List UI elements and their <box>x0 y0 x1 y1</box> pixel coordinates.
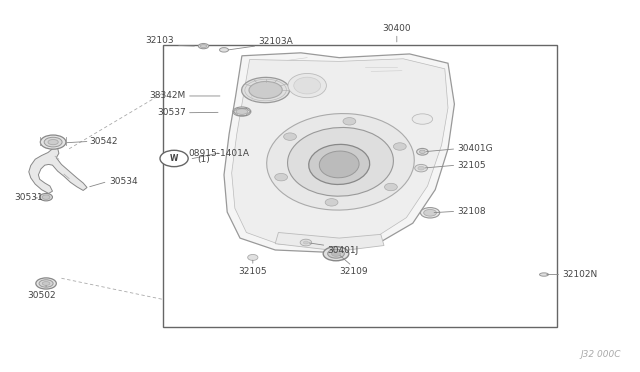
Circle shape <box>418 166 424 170</box>
Text: J32 000C: J32 000C <box>580 350 621 359</box>
Ellipse shape <box>319 151 359 178</box>
Ellipse shape <box>294 77 321 94</box>
Text: 32109: 32109 <box>339 267 367 276</box>
Ellipse shape <box>48 140 58 145</box>
Ellipse shape <box>420 150 426 153</box>
Circle shape <box>343 118 356 125</box>
Text: 30401G: 30401G <box>458 144 493 153</box>
Ellipse shape <box>267 113 414 210</box>
Polygon shape <box>232 59 448 246</box>
Text: 32105: 32105 <box>458 161 486 170</box>
Ellipse shape <box>236 109 248 115</box>
Circle shape <box>284 133 296 140</box>
Text: 30542: 30542 <box>90 137 118 146</box>
Polygon shape <box>29 148 87 193</box>
Ellipse shape <box>417 148 428 155</box>
Circle shape <box>415 164 428 172</box>
Text: 30400: 30400 <box>383 24 411 33</box>
Polygon shape <box>275 232 384 251</box>
Polygon shape <box>224 53 454 252</box>
Circle shape <box>394 143 406 150</box>
Text: 30537: 30537 <box>157 108 186 117</box>
Ellipse shape <box>40 193 52 201</box>
Ellipse shape <box>308 144 370 185</box>
Ellipse shape <box>540 273 548 276</box>
Circle shape <box>303 241 308 244</box>
Ellipse shape <box>412 114 433 124</box>
Ellipse shape <box>288 74 326 97</box>
Text: 32103A: 32103A <box>259 37 293 46</box>
Ellipse shape <box>200 45 207 48</box>
Ellipse shape <box>332 251 340 256</box>
Ellipse shape <box>198 44 209 49</box>
Ellipse shape <box>40 135 66 149</box>
Ellipse shape <box>323 247 349 261</box>
Ellipse shape <box>328 249 344 258</box>
Circle shape <box>325 199 338 206</box>
Text: 08915-1401A: 08915-1401A <box>189 150 250 158</box>
Text: 30502: 30502 <box>28 291 56 300</box>
Text: 38342M: 38342M <box>149 92 186 100</box>
Bar <box>163 45 557 327</box>
Ellipse shape <box>242 77 289 103</box>
Text: 30534: 30534 <box>109 177 138 186</box>
Text: 30531: 30531 <box>14 193 43 202</box>
Circle shape <box>300 239 312 246</box>
Ellipse shape <box>36 278 56 289</box>
Ellipse shape <box>233 107 251 116</box>
Text: 32102N: 32102N <box>563 270 598 279</box>
Text: 30401J: 30401J <box>328 246 359 254</box>
Ellipse shape <box>424 209 436 216</box>
Text: 32105: 32105 <box>239 267 267 276</box>
Ellipse shape <box>287 128 394 196</box>
Circle shape <box>275 173 287 181</box>
Text: 32108: 32108 <box>458 207 486 216</box>
Text: 32103: 32103 <box>145 36 174 45</box>
Ellipse shape <box>42 282 50 285</box>
Ellipse shape <box>220 48 228 52</box>
Circle shape <box>248 254 258 260</box>
Ellipse shape <box>44 137 62 147</box>
Ellipse shape <box>39 280 53 287</box>
Ellipse shape <box>42 195 50 199</box>
Circle shape <box>160 150 188 167</box>
Circle shape <box>385 183 397 191</box>
Text: (1): (1) <box>197 155 210 164</box>
Text: W: W <box>170 154 179 163</box>
Ellipse shape <box>249 81 282 99</box>
Ellipse shape <box>420 208 440 218</box>
